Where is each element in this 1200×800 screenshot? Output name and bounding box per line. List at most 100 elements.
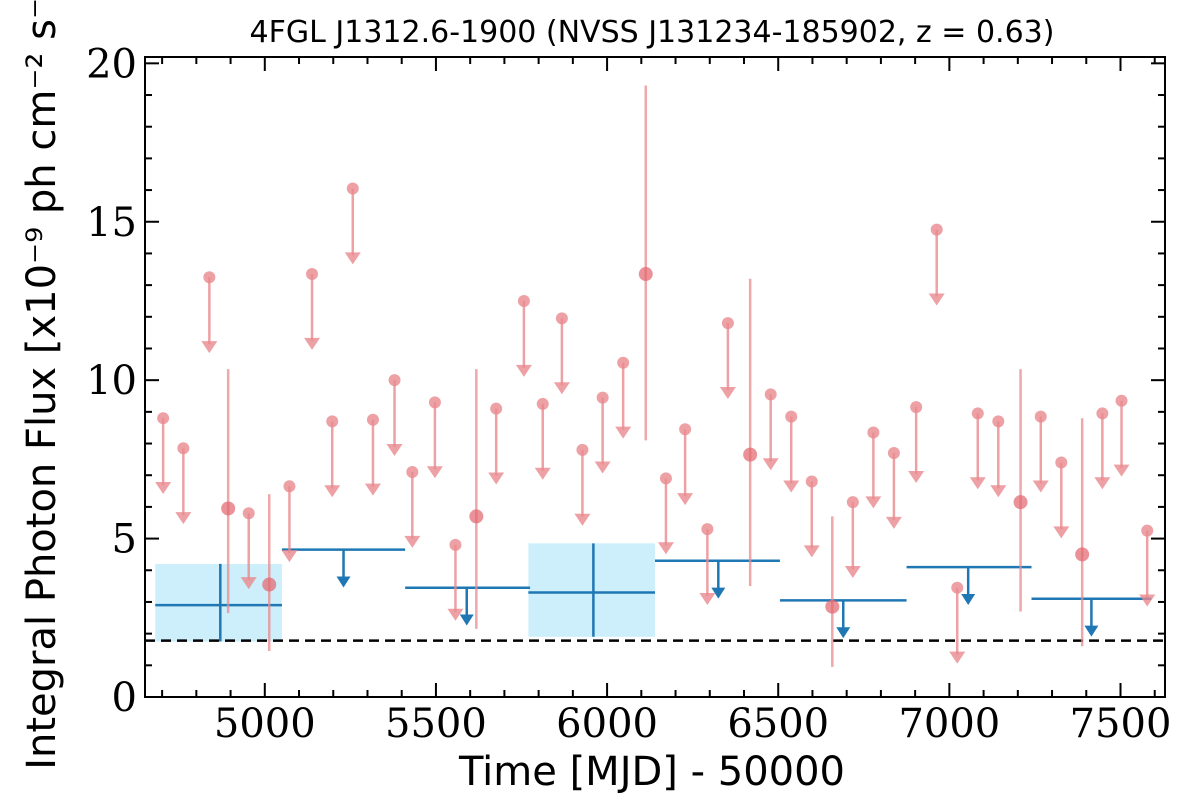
short-bin-ul-arrowhead — [949, 651, 966, 664]
short-bin-ul-point — [346, 182, 359, 195]
chart-title: 4FGL J1312.6-1900 (NVSS J131234-185902, … — [250, 15, 1055, 50]
short-bin-ul-arrowhead — [783, 480, 800, 493]
short-bin-point — [1013, 495, 1028, 510]
x-tick-label: 5000 — [214, 701, 316, 747]
short-bin-ul-arrowhead — [175, 512, 192, 525]
short-bin-ul-point — [1115, 394, 1128, 407]
short-bin-ul-arrowhead — [1139, 594, 1156, 607]
short-bin-ul-arrowhead — [534, 467, 551, 480]
short-bin-point — [638, 267, 653, 282]
short-bin-ul-arrowhead — [719, 387, 736, 400]
short-bin-ul-point — [366, 413, 379, 426]
short-bin-ul-point — [951, 581, 964, 594]
short-bin-ul-point — [785, 410, 798, 423]
short-bin-ul-point — [388, 374, 401, 387]
long-bin-band — [528, 543, 655, 637]
y-axis: 0 5 10 15 20 — [86, 41, 1165, 721]
long-bin-ul-arrowhead — [836, 627, 851, 639]
short-bin-ul-arrowhead — [574, 513, 591, 526]
short-bin-ul-point — [701, 523, 714, 536]
short-bin-ul-arrowhead — [304, 337, 321, 350]
y-tick-label: 0 — [112, 675, 137, 721]
short-bin-ul-point — [721, 317, 734, 330]
long-bin-ul-arrowhead — [961, 593, 976, 605]
short-bin-ul-arrowhead — [762, 458, 779, 471]
short-bin-ul-point — [910, 401, 923, 414]
short-bin-ul-point — [283, 480, 296, 493]
short-bin-ul-point — [1096, 407, 1109, 420]
short-bin-ul-point — [930, 223, 943, 236]
y-tick-label: 15 — [86, 200, 137, 246]
short-bin-point — [743, 447, 758, 462]
short-bin-ul-arrowhead — [1032, 480, 1049, 493]
short-bin-ul-point — [1141, 524, 1154, 537]
short-bin-ul-point — [992, 415, 1005, 428]
short-bin-ul-arrowhead — [281, 550, 298, 563]
short-bin-ul-arrowhead — [844, 566, 861, 579]
y-axis-label: Integral Photon Flux [x10⁻⁹ ph cm⁻² s⁻¹] — [19, 0, 65, 770]
short-bin-ul-point — [157, 412, 170, 425]
y-tick-label: 20 — [86, 41, 137, 87]
short-bin-ul-point — [306, 268, 319, 281]
short-bin-ul-point — [659, 472, 672, 485]
short-bin-ul-point — [846, 496, 859, 509]
short-bin-ul-point — [490, 402, 503, 415]
short-bin-ul-point — [596, 391, 609, 404]
short-bin-ul-arrowhead — [594, 461, 611, 474]
x-tick-label: 5500 — [385, 701, 487, 747]
long-bin-ul-arrowhead — [336, 576, 351, 588]
long-bin-ul-arrowhead — [459, 614, 474, 626]
short-bin-ul-arrowhead — [344, 252, 361, 265]
short-bin-ul-arrowhead — [677, 493, 694, 506]
axes-frame — [144, 56, 1166, 698]
short-bin-ul-point — [1055, 456, 1068, 469]
short-bin-ul-arrowhead — [488, 472, 505, 485]
short-bin-ul-arrowhead — [155, 482, 172, 495]
short-bin-ul-arrowhead — [404, 535, 421, 548]
short-bin-ul-arrowhead — [201, 341, 218, 354]
short-bin-ul-arrowhead — [386, 444, 403, 457]
short-bin-ul-point — [536, 397, 549, 410]
short-bin-ul-arrowhead — [1094, 477, 1111, 490]
short-bin-ul-point — [867, 426, 880, 439]
plot-area — [145, 85, 1165, 667]
short-bin-ul-arrowhead — [803, 545, 820, 558]
short-bin-point — [1075, 547, 1090, 562]
short-bin-ul-point — [428, 396, 441, 409]
short-bin-point — [825, 599, 840, 614]
short-bin-ul-arrowhead — [447, 608, 464, 621]
short-bin-ul-point — [203, 271, 216, 284]
short-bin-ul-point — [406, 466, 419, 479]
short-bin-ul-arrowhead — [885, 516, 902, 529]
short-bin-ul-point — [971, 407, 984, 420]
short-bin-ul-point — [1034, 410, 1047, 423]
short-bin-ul-arrowhead — [553, 382, 570, 395]
x-tick-label: 6500 — [727, 701, 829, 747]
short-bin-ul-arrowhead — [969, 477, 986, 490]
x-axis-label: Time [MJD] - 50000 — [458, 749, 845, 795]
short-bin-ul-arrowhead — [657, 542, 674, 555]
short-bin-point — [469, 509, 484, 524]
short-bin-ul-point — [517, 294, 530, 307]
short-bin-point — [262, 577, 277, 592]
short-bin-ul-point — [617, 356, 630, 369]
short-bin-ul-point — [326, 415, 339, 428]
short-bin-ul-arrowhead — [240, 577, 257, 590]
x-axis: 5000 5500 6000 6500 7000 7500 — [161, 57, 1171, 747]
long-bin-ul-arrowhead — [711, 587, 726, 599]
short-bin-ul-point — [555, 312, 568, 325]
x-tick-label: 7000 — [898, 701, 1000, 747]
short-bin-ul-arrowhead — [990, 485, 1007, 498]
long-bin-ul-arrowhead — [1084, 625, 1099, 637]
short-bin-ul-point — [679, 423, 692, 436]
y-tick-label: 10 — [86, 358, 137, 404]
short-bin-ul-point — [449, 538, 462, 551]
short-bin-point — [221, 501, 236, 516]
long-bin-band — [155, 563, 282, 642]
short-bin-ul-point — [764, 388, 777, 401]
short-bin-ul-arrowhead — [1113, 464, 1130, 477]
short-bin-ul-arrowhead — [928, 293, 945, 306]
short-bin-ul-arrowhead — [908, 470, 925, 483]
short-bin-ul-arrowhead — [615, 426, 632, 439]
short-bin-ul-arrowhead — [426, 466, 443, 479]
